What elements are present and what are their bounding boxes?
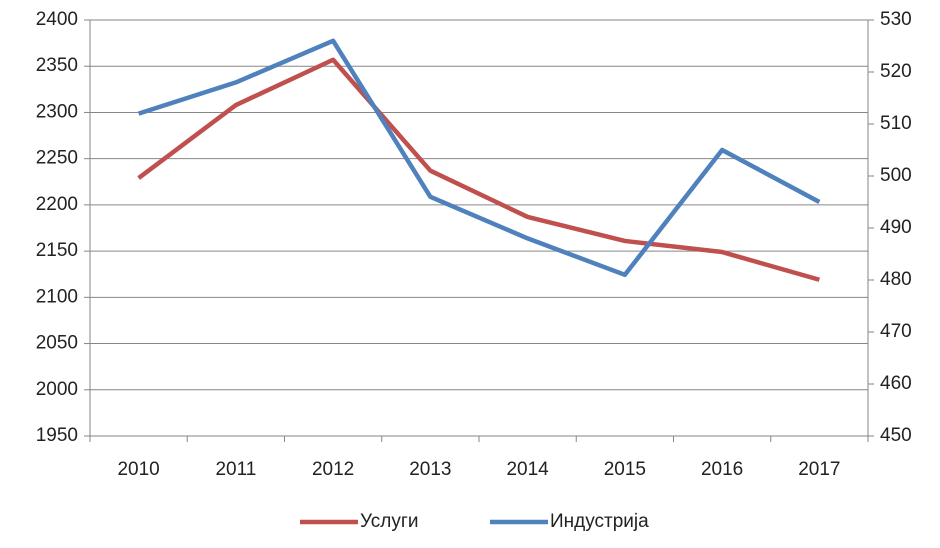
y-tick-label: 2150 bbox=[36, 240, 78, 261]
series-line bbox=[137, 38, 821, 278]
y-tick-label: 2000 bbox=[36, 379, 78, 400]
y2-tick-label: 460 bbox=[880, 373, 912, 394]
legend-label: Услуги bbox=[360, 511, 418, 532]
series-line bbox=[137, 57, 820, 282]
y2-tick-label: 520 bbox=[880, 61, 912, 82]
x-tick-label: 2011 bbox=[215, 459, 256, 480]
y2-tick-label: 450 bbox=[880, 425, 912, 446]
y-tick-label: 2300 bbox=[36, 101, 78, 122]
x-tick-label: 2015 bbox=[604, 459, 646, 480]
y-tick-label: 1950 bbox=[36, 425, 78, 446]
y2-tick-label: 470 bbox=[880, 321, 912, 342]
y-tick-label: 2350 bbox=[36, 55, 78, 76]
x-tick-label: 2017 bbox=[798, 459, 840, 480]
y-tick-label: 2100 bbox=[36, 286, 78, 307]
x-tick-label: 2010 bbox=[117, 459, 159, 480]
y2-tick-label: 500 bbox=[880, 165, 912, 186]
y2-tick-label: 490 bbox=[880, 217, 912, 238]
y2-tick-label: 510 bbox=[880, 113, 912, 134]
y2-tick-label: 480 bbox=[880, 269, 912, 290]
x-tick-label: 2014 bbox=[506, 459, 549, 480]
x-tick-label: 2012 bbox=[312, 459, 354, 480]
y-tick-label: 2250 bbox=[36, 148, 78, 169]
y2-tick-label: 530 bbox=[880, 9, 912, 30]
x-tick-label: 2016 bbox=[701, 459, 743, 480]
y-tick-label: 2400 bbox=[36, 9, 78, 30]
x-tick-label: 2013 bbox=[409, 459, 451, 480]
y-tick-label: 2050 bbox=[36, 333, 78, 354]
y-tick-label: 2200 bbox=[36, 194, 78, 215]
legend-label: Индустрија bbox=[550, 511, 649, 532]
